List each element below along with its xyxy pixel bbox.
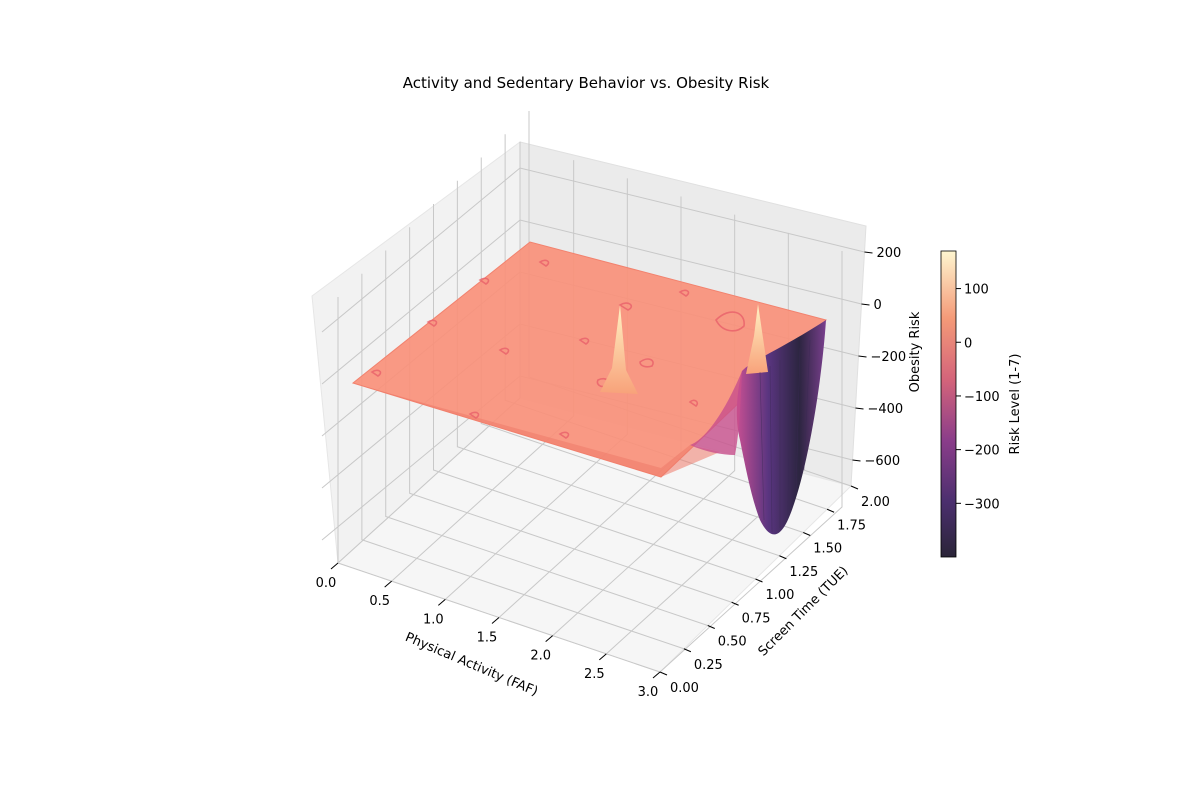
y-grid-line (361, 273, 685, 650)
y-tick-label: 0.00 (670, 681, 699, 696)
z-grid-line (321, 167, 865, 333)
x-tick-mark (652, 671, 661, 679)
z-tick-label: 200 (877, 246, 902, 261)
x-tick-mark (330, 562, 339, 570)
trough-outer-rim (690, 371, 742, 455)
y-tick-mark (850, 485, 859, 490)
spike-center (600, 305, 638, 394)
z-tick-mark (855, 407, 864, 410)
x-tick-mark (384, 580, 392, 588)
colorbar-tick-label: −100 (964, 390, 1000, 405)
x-tick-mark (438, 598, 446, 606)
contour-lines (370, 259, 745, 439)
colorbar-tick-label: −200 (964, 444, 1000, 459)
x-tick-label: 1.5 (477, 631, 498, 646)
trough (736, 320, 826, 535)
trough-ribs (759, 339, 811, 533)
colorbar-ticks: 100 0 −100 −200 −300 (956, 283, 1000, 512)
y-grid-line (433, 204, 756, 580)
z-tick-label: −600 (865, 454, 901, 469)
spike-right (746, 304, 768, 374)
y-tick-mark (683, 648, 692, 653)
z-axis: −600 −400 −200 0 200 (852, 246, 907, 469)
y-grid-line (456, 180, 780, 557)
surface (351, 241, 827, 535)
x-tick-label: 2.5 (584, 667, 605, 682)
colorbar: 100 0 −100 −200 −300 Risk Level (1-7) (940, 250, 1023, 558)
y-grid-line (480, 157, 804, 533)
x-tick-label: 0.0 (316, 576, 337, 591)
x-tick-mark (545, 635, 553, 643)
y-tick-mark (826, 508, 835, 513)
y-tick-label: 0.50 (718, 635, 747, 650)
colorbar-label: Risk Level (1-7) (1008, 354, 1023, 455)
x-tick-label: 3.0 (638, 685, 659, 700)
chart-title: Activity and Sedentary Behavior vs. Obes… (403, 74, 770, 92)
y-tick-mark (803, 532, 811, 536)
y-tick-mark (707, 625, 715, 629)
colorbar-gradient (940, 250, 957, 558)
z-axis-label: Obesity Risk (908, 311, 923, 392)
y-tick-mark (779, 555, 787, 560)
y-tick-label: 1.00 (766, 588, 795, 603)
x-axis-label: Physical Activity (FAF) (403, 630, 540, 700)
y-tick-label: 0.25 (694, 658, 723, 673)
z-tick-label: 0 (874, 298, 882, 313)
z-tick-mark (858, 355, 867, 358)
y-axis: 0.00 0.25 0.50 0.75 1.00 1.25 1.50 1.75 2.00 (659, 485, 890, 696)
z-tick-mark (864, 251, 873, 254)
x-tick-label: 1.0 (423, 612, 444, 627)
colorbar-tick-label: 100 (964, 283, 989, 298)
y-tick-label: 1.75 (837, 518, 866, 533)
colorbar-tick-label: −300 (964, 497, 1000, 512)
z-tick-mark (861, 303, 870, 306)
x-tick-mark (599, 653, 607, 661)
z-tick-label: −400 (868, 402, 904, 417)
z-grid-line (321, 219, 862, 385)
colorbar-tick-label: 0 (964, 336, 972, 351)
y-tick-mark (659, 671, 668, 676)
y-tick-label: 1.50 (813, 542, 842, 557)
x-grid-line (659, 251, 843, 673)
x-tick-mark (491, 617, 500, 624)
y-tick-mark (755, 578, 763, 583)
z-tick-mark (852, 459, 861, 462)
y-tick-label: 1.25 (789, 565, 818, 580)
y-tick-mark (731, 601, 739, 606)
y-tick-label: 0.75 (742, 611, 771, 626)
y-tick-label: 2.00 (861, 495, 890, 510)
x-axis: 0.0 0.5 1.0 1.5 2.0 2.5 3.0 (316, 562, 661, 700)
y-grid-line (409, 227, 732, 603)
y-grid-line (385, 250, 708, 626)
z-tick-label: −200 (871, 350, 907, 365)
x-tick-label: 0.5 (369, 594, 390, 609)
x-tick-label: 2.0 (530, 649, 551, 664)
